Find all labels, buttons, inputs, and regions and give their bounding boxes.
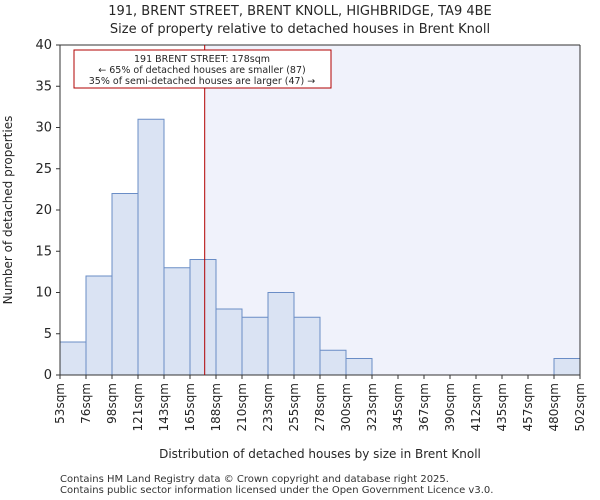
chart-subtitle: Size of property relative to detached ho… [109,22,491,37]
x-tick-label: 188sqm [209,383,223,431]
x-tick-label: 502sqm [573,383,587,431]
x-tick-label: 457sqm [521,383,535,431]
x-tick-label: 435sqm [495,383,509,431]
y-tick-label: 35 [35,79,52,94]
y-tick-label: 0 [44,368,52,383]
y-tick-label: 30 [35,121,52,136]
y-tick-label: 5 [44,327,52,342]
bar-480sqm [553,358,581,376]
y-tick-label: 20 [35,203,52,218]
bar-188sqm [215,308,243,376]
bar-53sqm [59,341,87,376]
bar-278sqm [319,349,347,376]
bar-143sqm [163,267,191,376]
y-tick-label: 10 [35,286,52,301]
x-tick-label: 345sqm [391,383,405,431]
x-tick-label: 98sqm [105,383,119,424]
annotation-line-3: 35% of semi-detached houses are larger (… [89,76,316,87]
y-axis-label: Number of detached properties [1,116,15,305]
bar-300sqm [345,358,373,376]
x-axis-label: Distribution of detached houses by size … [159,447,481,461]
bar-121sqm [137,118,165,376]
bar-76sqm [85,275,113,376]
x-tick-label: 165sqm [183,383,197,431]
x-tick-label: 278sqm [313,383,327,431]
x-tick-label: 412sqm [469,383,483,431]
bar-210sqm [241,316,269,376]
x-tick-label: 255sqm [287,383,301,431]
footer-line-2: Contains public sector information licen… [60,485,494,496]
x-tick-label: 76sqm [79,383,93,424]
annotation-line-1: 191 BRENT STREET: 178sqm [134,54,270,65]
x-tick-label: 121sqm [131,383,145,431]
x-tick-label: 143sqm [157,383,171,431]
x-tick-label: 53sqm [53,383,67,424]
y-tick-label: 25 [35,162,52,177]
x-tick-label: 323sqm [365,383,379,431]
bar-233sqm [267,292,295,376]
bar-98sqm [111,193,139,376]
footer-line-1: Contains HM Land Registry data © Crown c… [60,474,449,485]
x-tick-label: 300sqm [339,383,353,431]
x-tick-label: 367sqm [417,383,431,431]
x-tick-label: 210sqm [235,383,249,431]
y-tick-label: 40 [35,38,52,53]
bar-255sqm [293,316,321,376]
x-tick-label: 480sqm [547,383,561,431]
chart-title: 191, BRENT STREET, BRENT KNOLL, HIGHBRID… [108,4,492,19]
annotation-box [73,49,332,89]
x-tick-label: 390sqm [443,383,457,431]
annotation-line-2: ← 65% of detached houses are smaller (87… [98,65,305,76]
y-tick-label: 15 [35,244,52,259]
x-tick-label: 233sqm [261,383,275,431]
bar-165sqm [189,259,217,376]
